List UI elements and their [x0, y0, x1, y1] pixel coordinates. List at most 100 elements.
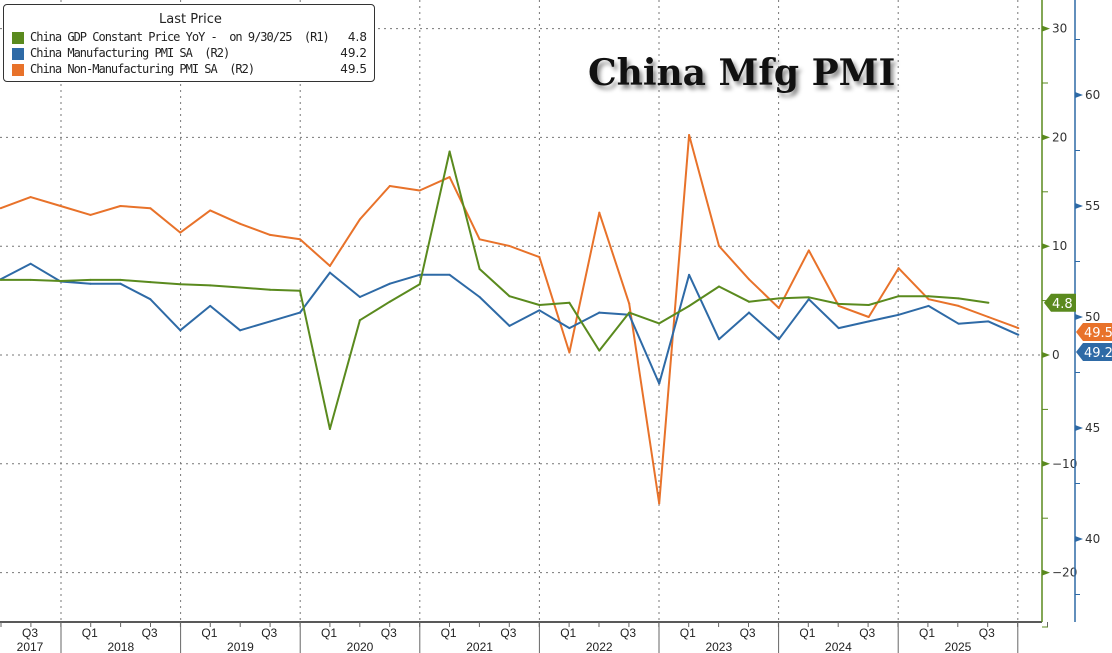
x-tick-label-quarter: Q1: [799, 626, 815, 640]
series-nonmfg-pmi-point: [448, 176, 451, 179]
series-gdp-yoy-point: [0, 278, 2, 281]
r1-tick-label: −20: [1052, 566, 1077, 580]
r1-tick-marker: [1042, 25, 1050, 32]
series-mfg-pmi-point: [358, 296, 361, 299]
x-tick-label-year: 2023: [705, 640, 732, 653]
series-mfg-pmi-point: [448, 273, 451, 276]
x-tick-label-quarter: Q1: [201, 626, 217, 640]
series-gdp-yoy-point: [478, 268, 481, 271]
series-mfg-pmi-point: [299, 311, 301, 314]
series-gdp-yoy-point: [777, 297, 780, 300]
series-nonmfg-pmi-point: [807, 249, 810, 252]
series-nonmfg-pmi-point: [598, 211, 601, 214]
series-nonmfg-pmi-point: [718, 244, 721, 247]
r2-tick-marker: [1075, 92, 1083, 98]
series-gdp-yoy-point: [897, 295, 900, 298]
x-tick-label-year: 2019: [227, 640, 254, 653]
x-tick-label-quarter: Q1: [441, 626, 457, 640]
legend-swatch-nonmfg-pmi: [12, 64, 24, 76]
series-mfg-pmi-point: [538, 309, 541, 312]
last-value-tag-nonmfg-pmi: 49.5: [1084, 326, 1112, 341]
series-nonmfg-pmi-point: [658, 502, 661, 505]
series-gdp-yoy-point: [987, 301, 990, 304]
legend-label-nonmfg-pmi: China Non-Manufacturing PMI SA (R2): [30, 62, 255, 76]
series-nonmfg-pmi-point: [478, 238, 481, 241]
series-nonmfg-pmi-line: [0, 134, 1019, 505]
series-gdp-yoy-point: [927, 295, 930, 298]
x-tick-label-quarter: Q3: [142, 626, 158, 640]
legend-swatch-mfg-pmi: [12, 48, 24, 60]
legend-value-mfg-pmi: 49.2: [340, 46, 367, 60]
series-nonmfg-pmi-point: [358, 218, 361, 221]
last-value-tag-gdp: 4.8: [1052, 297, 1073, 312]
x-tick-label-year: 2018: [107, 640, 134, 653]
legend: Last Price China GDP Constant Price YoY …: [3, 4, 375, 82]
series-gdp-yoy-point: [508, 295, 511, 298]
series-nonmfg-pmi-point: [538, 256, 541, 259]
series-nonmfg-pmi-point: [239, 222, 242, 225]
x-tick-label-quarter: Q1: [919, 626, 935, 640]
series-nonmfg-pmi-point: [209, 209, 212, 212]
series-gdp-yoy-point: [239, 286, 242, 289]
x-tick-label-quarter: Q3: [979, 626, 995, 640]
x-tick-label-year: 2021: [466, 640, 493, 653]
r1-tick-label: 30: [1052, 22, 1067, 36]
legend-label-gdp: China GDP Constant Price YoY - on 9/30/2…: [30, 30, 330, 44]
series-gdp-yoy-point: [59, 280, 62, 283]
series-mfg-pmi-point: [927, 304, 930, 307]
series-gdp-yoy-point: [747, 300, 750, 303]
series-mfg-pmi-point: [807, 298, 810, 301]
x-tick-label-quarter: Q1: [321, 626, 337, 640]
series-mfg-pmi-point: [688, 273, 691, 276]
series-nonmfg-pmi-point: [179, 231, 182, 234]
series-gdp-yoy-point: [688, 305, 691, 308]
r2-tick-marker: [1075, 425, 1083, 431]
x-tick-label-year: 2024: [825, 640, 852, 653]
series-gdp-yoy-point: [388, 300, 391, 303]
r2-tick-label: 45: [1085, 421, 1100, 435]
series-gdp-yoy-point: [119, 278, 122, 281]
r2-tick-label: 50: [1085, 310, 1100, 324]
x-tick-label-quarter: Q1: [680, 626, 696, 640]
x-tick-label-year: 2017: [17, 640, 44, 653]
series-mfg-pmi-point: [777, 338, 780, 341]
series-mfg-pmi-point: [957, 322, 960, 325]
series-mfg-pmi-point: [747, 311, 750, 314]
series-gdp-yoy-point: [209, 284, 212, 287]
series-nonmfg-pmi-point: [59, 205, 62, 207]
legend-swatch-gdp: [12, 32, 24, 44]
x-tick-label-quarter: Q3: [261, 626, 277, 640]
r2-tick-label: 40: [1085, 532, 1100, 546]
series-mfg-pmi-point: [897, 313, 900, 316]
x-tick-label-quarter: Q1: [560, 626, 576, 640]
series-mfg-pmi-point: [119, 282, 122, 285]
chart-title: China Mfg PMI: [588, 52, 896, 94]
series-gdp-yoy-point: [179, 283, 182, 286]
r2-tick-marker: [1075, 314, 1083, 320]
series-mfg-pmi-point: [239, 329, 242, 332]
legend-entry-gdp: China GDP Constant Price YoY - on 9/30/2…: [12, 30, 367, 45]
legend-value-gdp: 4.8: [347, 30, 367, 44]
r1-tick-label: 0: [1052, 348, 1060, 362]
series-nonmfg-pmi-point: [0, 207, 2, 210]
series-nonmfg-pmi-point: [269, 233, 272, 236]
r2-tick-label: 60: [1085, 88, 1100, 102]
x-tick-label-quarter: Q3: [22, 626, 38, 640]
series-nonmfg-pmi-point: [149, 207, 152, 210]
series-nonmfg-pmi-point: [418, 189, 421, 192]
series-nonmfg-pmi-point: [747, 278, 750, 281]
legend-entry-nonmfg-pmi: China Non-Manufacturing PMI SA (R2) 49.5: [12, 62, 367, 77]
series-gdp-yoy-point: [269, 288, 272, 291]
r2-tick-marker: [1075, 536, 1083, 542]
series-nonmfg-pmi-point: [837, 304, 840, 307]
x-tick-label-quarter: Q3: [859, 626, 875, 640]
x-tick-label-year: 2025: [945, 640, 972, 653]
series-mfg-pmi-point: [987, 320, 990, 323]
x-tick-label-year: 2020: [347, 640, 374, 653]
legend-header: Last Price: [159, 12, 222, 27]
series-mfg-pmi-point: [837, 327, 840, 330]
series-nonmfg-pmi-point: [628, 302, 631, 305]
series-gdp-yoy-point: [658, 322, 661, 325]
series-gdp-yoy-point: [837, 302, 840, 305]
